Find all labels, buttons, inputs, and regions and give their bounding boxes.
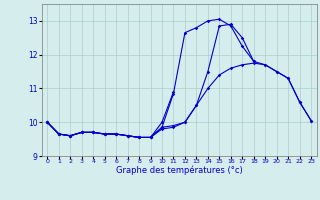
X-axis label: Graphe des températures (°c): Graphe des températures (°c) (116, 166, 243, 175)
